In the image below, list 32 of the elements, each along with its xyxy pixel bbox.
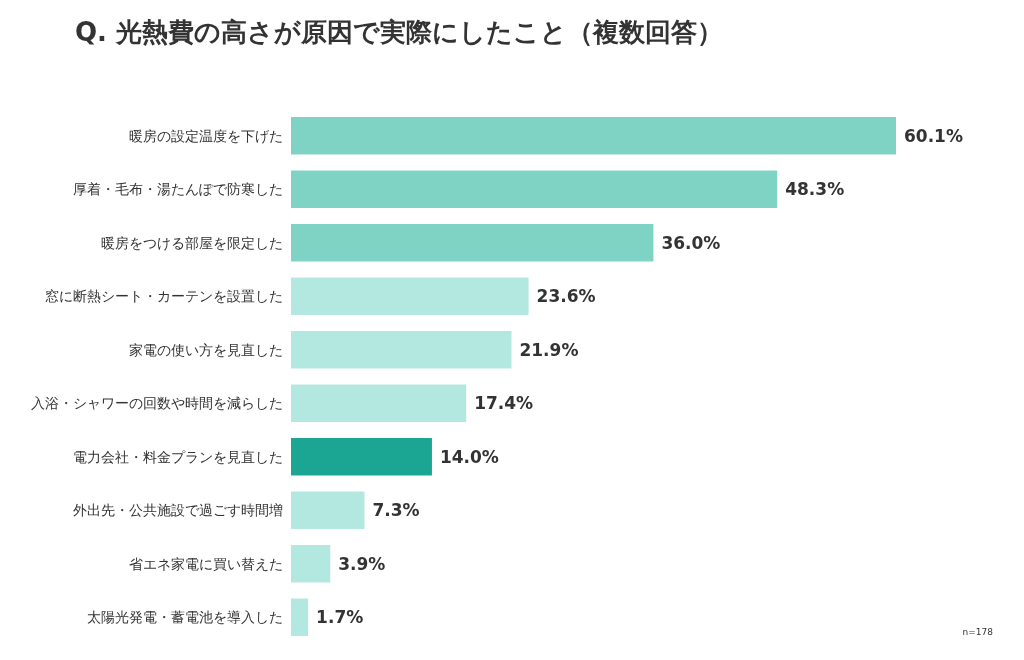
bar — [291, 117, 896, 155]
y-tick-label: 窓に断熱シート・カーテンを設置した — [45, 288, 283, 305]
data-label: 60.1% — [904, 125, 963, 146]
y-tick-label: 電力会社・料金プランを見直した — [73, 448, 283, 465]
bar — [291, 331, 512, 369]
data-label: 36.0% — [661, 232, 721, 253]
data-label: 1.7% — [316, 607, 364, 628]
y-tick-label: 外出先・公共施設で過ごす時間増 — [73, 502, 283, 519]
bar — [291, 224, 654, 262]
data-label: 14.0% — [439, 446, 499, 467]
bar — [291, 277, 529, 315]
data-label: 17.4% — [474, 393, 534, 414]
text: n=178 — [962, 627, 994, 637]
bar — [291, 438, 432, 476]
y-tick-label: 厚着・毛布・湯たんぽで防寒した — [73, 181, 283, 198]
y-tick-label: 暖房をつける部屋を限定した — [101, 234, 283, 251]
y-tick-label: 暖房の設定温度を下げた — [129, 127, 283, 144]
y-tick-label: 太陽光発電・蓄電池を導入した — [87, 609, 283, 626]
bar — [291, 491, 365, 529]
y-tick-label: 省エネ家電に買い替えた — [129, 555, 283, 572]
bar — [291, 170, 778, 208]
y-tick-label: 入浴・シャワーの回数や時間を減らした — [31, 395, 283, 412]
y-tick-label: 家電の使い方を見直した — [129, 341, 283, 358]
bar — [291, 384, 467, 422]
data-label: 23.6% — [536, 286, 596, 307]
data-label: 21.9% — [519, 339, 579, 360]
data-label: 3.9% — [338, 553, 386, 574]
data-label: 7.3% — [372, 500, 420, 521]
bar — [291, 598, 309, 636]
bar — [291, 545, 331, 583]
data-label: 48.3% — [785, 179, 845, 200]
chart-title: Q. 光熱費の高さが原因で実際にしたこと（複数回答） — [75, 17, 724, 47]
